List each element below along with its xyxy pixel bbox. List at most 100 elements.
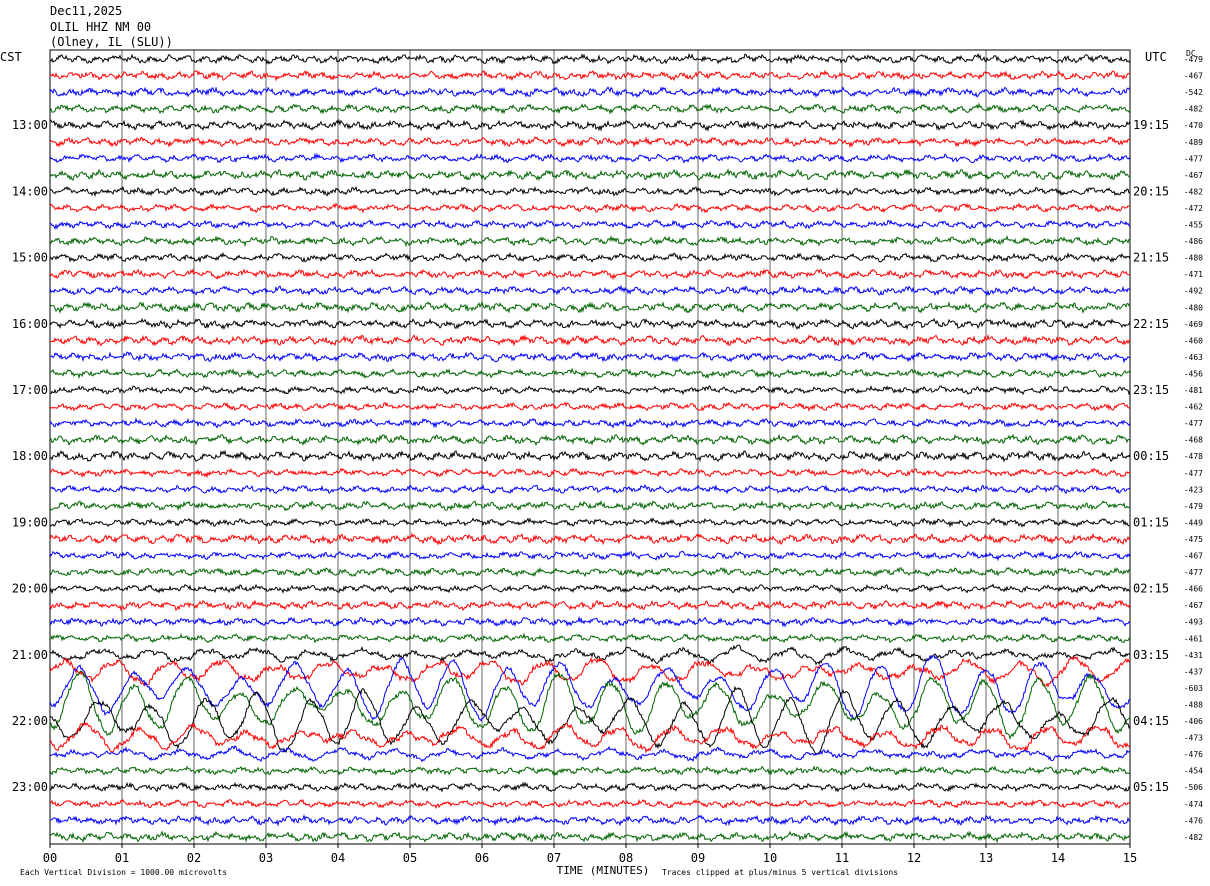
seismic-trace xyxy=(49,655,1131,688)
utc-hour-label: 00:15 xyxy=(1133,449,1169,463)
utc-hour-label: 04:15 xyxy=(1133,714,1169,728)
cst-hour-label: 16:00 xyxy=(12,317,48,331)
dc-value: -486 xyxy=(1184,237,1203,246)
dc-value: -476 xyxy=(1184,750,1203,759)
seismic-trace xyxy=(49,135,1131,149)
seismic-trace xyxy=(50,517,1131,528)
x-tick-label: 14 xyxy=(1051,851,1065,865)
x-tick-label: 04 xyxy=(331,851,345,865)
seismic-trace xyxy=(49,268,1131,281)
dc-value: -478 xyxy=(1184,452,1203,461)
header-location: (Olney, IL (SLU)) xyxy=(50,35,173,49)
seismic-trace xyxy=(49,798,1131,810)
dc-value: -462 xyxy=(1184,403,1203,412)
seismic-trace xyxy=(49,185,1131,198)
cst-hour-label: 21:00 xyxy=(12,648,48,662)
x-tick-label: 05 xyxy=(403,851,417,865)
seismic-trace xyxy=(49,830,1131,844)
seismic-trace xyxy=(49,532,1131,546)
dc-value: -482 xyxy=(1184,187,1203,196)
seismic-trace xyxy=(49,566,1131,578)
seismic-trace xyxy=(49,118,1131,132)
seismic-trace xyxy=(49,433,1131,446)
dc-value: -460 xyxy=(1184,336,1203,345)
seismic-trace xyxy=(49,367,1131,380)
seismic-trace xyxy=(49,467,1131,479)
header-station: OLIL HHZ NM 00 xyxy=(50,20,152,34)
x-tick-label: 00 xyxy=(43,851,57,865)
utc-hour-label: 19:15 xyxy=(1133,118,1169,132)
x-tick-label: 13 xyxy=(979,851,993,865)
cst-hour-label: 23:00 xyxy=(12,780,48,794)
cst-hour-label: 20:00 xyxy=(12,582,48,596)
x-tick-label: 02 xyxy=(187,851,201,865)
seismic-trace xyxy=(49,235,1131,248)
seismic-trace xyxy=(49,550,1131,562)
utc-hour-label: 21:15 xyxy=(1133,251,1169,265)
seismic-trace xyxy=(49,721,1131,754)
dc-value: -477 xyxy=(1184,568,1203,577)
utc-hour-label: 02:15 xyxy=(1133,582,1169,596)
dc-value: -493 xyxy=(1184,618,1203,627)
cst-hour-label: 19:00 xyxy=(12,515,48,529)
cst-hour-label: 15:00 xyxy=(12,251,48,265)
dc-value: -475 xyxy=(1184,535,1203,544)
cst-label: CST xyxy=(0,50,22,64)
dc-value: -467 xyxy=(1184,601,1203,610)
dc-value: -482 xyxy=(1184,105,1203,114)
utc-hour-label: 05:15 xyxy=(1133,780,1169,794)
utc-hour-label: 22:15 xyxy=(1133,317,1169,331)
x-tick-label: 06 xyxy=(475,851,489,865)
seismic-trace xyxy=(49,583,1131,595)
x-tick-label: 07 xyxy=(547,851,561,865)
clip-note: Traces clipped at plus/minus 5 vertical … xyxy=(662,868,899,877)
x-tick-label: 15 xyxy=(1123,851,1137,865)
seismic-trace xyxy=(49,632,1131,644)
dc-value: -456 xyxy=(1184,369,1203,378)
dc-value: -506 xyxy=(1184,783,1203,792)
dc-header: DC xyxy=(1186,49,1196,58)
dc-value: -477 xyxy=(1184,154,1203,163)
seismic-trace xyxy=(49,500,1131,512)
dc-value: -437 xyxy=(1184,667,1203,676)
dc-value: -492 xyxy=(1184,287,1203,296)
x-tick-label: 09 xyxy=(691,851,705,865)
dc-value: -471 xyxy=(1184,270,1203,279)
dc-value: -473 xyxy=(1184,734,1203,743)
x-tick-label: 08 xyxy=(619,851,633,865)
dc-value: -467 xyxy=(1184,552,1203,561)
dc-value: -476 xyxy=(1184,816,1203,825)
x-axis-label: TIME (MINUTES) xyxy=(557,864,650,877)
seismic-trace xyxy=(49,52,1131,65)
seismic-trace xyxy=(49,333,1131,347)
cst-hour-label: 22:00 xyxy=(12,714,48,728)
dc-value: -480 xyxy=(1184,303,1203,312)
seismic-trace xyxy=(49,781,1131,793)
dc-value: -482 xyxy=(1184,833,1203,842)
cst-hour-label: 14:00 xyxy=(12,184,48,198)
seismic-trace xyxy=(49,685,1131,756)
seismic-trace xyxy=(49,644,1131,666)
cst-hour-label: 17:00 xyxy=(12,383,48,397)
utc-label: UTC xyxy=(1145,50,1167,64)
seismic-trace xyxy=(49,102,1131,115)
dc-value: -431 xyxy=(1184,651,1203,660)
seismic-trace xyxy=(49,86,1131,99)
dc-value: -406 xyxy=(1184,717,1203,726)
x-tick-label: 11 xyxy=(835,851,849,865)
scale-note: Each Vertical Division = 1000.00 microvo… xyxy=(20,868,228,877)
seismic-trace xyxy=(49,599,1131,612)
seismic-trace xyxy=(49,484,1131,495)
seismic-trace xyxy=(49,385,1131,396)
dc-value: -603 xyxy=(1184,684,1203,693)
utc-hour-label: 03:15 xyxy=(1133,648,1169,662)
dc-value: -472 xyxy=(1184,204,1203,213)
dc-value: -467 xyxy=(1184,72,1203,81)
dc-value: -455 xyxy=(1184,221,1203,230)
cst-hour-label: 13:00 xyxy=(12,118,48,132)
dc-value: -479 xyxy=(1184,502,1203,511)
dc-value: -480 xyxy=(1184,254,1203,263)
dc-value: -468 xyxy=(1184,436,1203,445)
utc-hour-label: 23:15 xyxy=(1133,383,1169,397)
